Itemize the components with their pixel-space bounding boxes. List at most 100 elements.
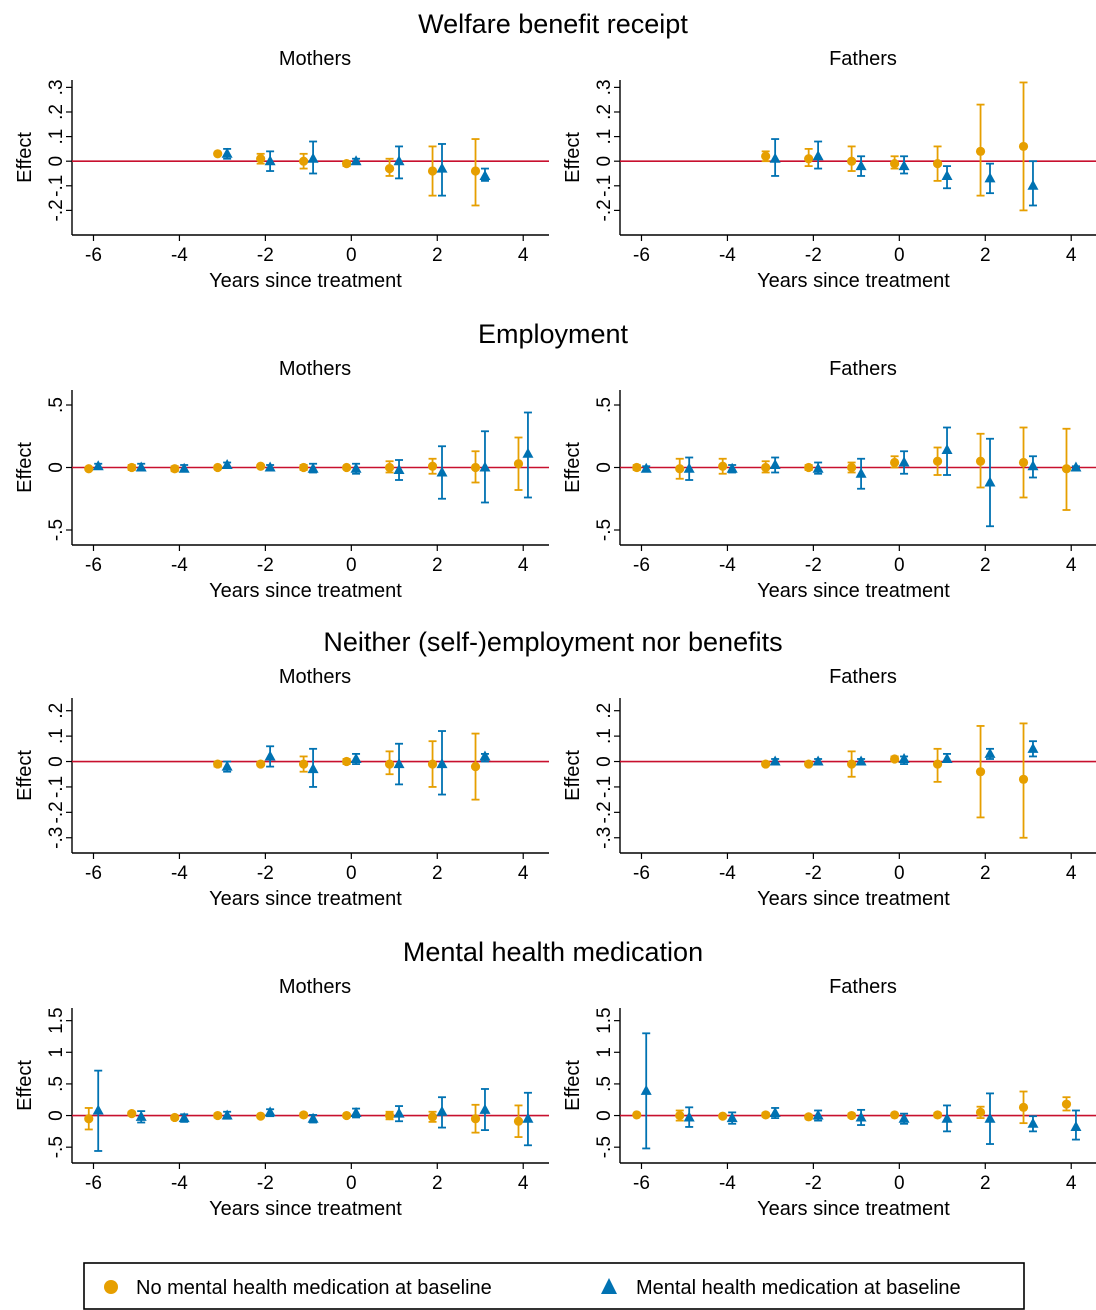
point-med <box>941 444 953 454</box>
point-med <box>522 1112 534 1123</box>
point-med <box>135 461 147 472</box>
x-tick-label: -6 <box>633 1173 650 1194</box>
series-no-med <box>761 722 1029 839</box>
y-tick-label: .5 <box>46 397 67 413</box>
point-med <box>683 1111 695 1122</box>
series-med <box>769 138 1039 207</box>
x-tick-label: -4 <box>719 245 736 266</box>
point-no-med <box>932 159 943 169</box>
x-tick-label: -6 <box>633 863 650 884</box>
y-tick-label: 1.5 <box>594 1007 615 1033</box>
x-tick-label: 2 <box>980 245 991 266</box>
y-axis-label: Effect <box>14 750 36 801</box>
point-no-med <box>975 767 986 777</box>
point-no-med <box>761 462 771 473</box>
x-tick-label: 4 <box>1066 555 1077 576</box>
legend-med-label: Mental health medication at baseline <box>636 1277 961 1299</box>
point-med <box>726 462 738 473</box>
x-tick-label: 2 <box>432 863 443 884</box>
y-tick-label: 0 <box>594 462 615 473</box>
point-med <box>640 462 652 473</box>
panel-subtitle: Mothers <box>279 666 351 688</box>
x-axis-label: Years since treatment <box>757 888 950 910</box>
point-med <box>350 462 362 473</box>
x-axis-label: Years since treatment <box>209 888 402 910</box>
point-no-med <box>761 151 771 161</box>
panel: Mothers -6 -4 -2 0 2 4 Years since treatment -.3… <box>14 666 549 910</box>
y-axis-label: Effect <box>562 1060 584 1111</box>
x-tick-label: 0 <box>894 1173 905 1194</box>
y-tick-label: -.5 <box>46 1136 67 1158</box>
point-no-med <box>847 759 857 769</box>
series-med <box>640 426 1082 528</box>
x-tick-label: 4 <box>518 863 529 884</box>
x-tick-label: 0 <box>894 245 905 266</box>
series-no-med <box>761 81 1029 212</box>
y-tick-label: -.1 <box>594 175 615 197</box>
y-tick-label: 0 <box>46 462 67 473</box>
legend-no-med-marker <box>104 1280 118 1294</box>
chart-row: Neither (self-)employment nor benefits Mo… <box>14 627 1096 910</box>
x-tick-label: -6 <box>85 245 102 266</box>
panel-subtitle: Fathers <box>829 666 897 688</box>
series-no-med <box>632 1090 1072 1125</box>
y-axis-label: Effect <box>14 1060 36 1111</box>
point-med <box>1027 1117 1039 1128</box>
y-axis-label: Effect <box>562 442 584 493</box>
point-med <box>769 459 781 469</box>
point-med <box>812 150 824 161</box>
point-med <box>984 172 996 183</box>
point-med <box>92 1104 104 1115</box>
point-med <box>984 747 996 758</box>
point-med <box>350 155 362 166</box>
panel: Mothers -6 -4 -2 0 2 4 Years since treatment -.5… <box>14 358 549 602</box>
panel: Mothers -6 -4 -2 0 2 4 Years since treatment -.2… <box>14 48 549 292</box>
point-no-med <box>847 156 857 166</box>
point-med <box>393 464 405 474</box>
point-no-med <box>384 1110 395 1121</box>
point-no-med <box>213 759 223 769</box>
point-med <box>812 1109 824 1120</box>
point-med <box>640 1084 652 1095</box>
point-no-med <box>341 756 352 767</box>
y-tick-label: 0 <box>46 156 67 167</box>
x-tick-label: -4 <box>719 555 736 576</box>
y-tick-label: .5 <box>594 1076 615 1092</box>
point-med <box>307 1112 319 1123</box>
point-med <box>436 466 448 477</box>
point-med <box>898 1112 910 1123</box>
point-med <box>898 456 910 467</box>
point-med <box>1070 1120 1082 1131</box>
x-tick-label: -2 <box>805 863 822 884</box>
point-no-med <box>889 159 900 169</box>
x-tick-label: 2 <box>980 863 991 884</box>
y-tick-label: 0 <box>594 156 615 167</box>
x-tick-label: -2 <box>805 555 822 576</box>
point-no-med <box>1061 464 1072 474</box>
panel-subtitle: Fathers <box>829 976 897 998</box>
y-tick-label: -.2 <box>46 801 67 823</box>
point-no-med <box>299 156 309 166</box>
point-no-med <box>1018 457 1029 468</box>
legend: No mental health medication at baseline … <box>83 1262 1025 1310</box>
x-tick-label: -4 <box>719 863 736 884</box>
point-no-med <box>632 1110 642 1120</box>
point-med <box>350 752 362 763</box>
chart-row: Mental health medication Mothers -6 -4 -2 0 2 4… <box>14 937 1096 1220</box>
point-med <box>898 160 910 171</box>
x-tick-label: 2 <box>980 555 991 576</box>
y-tick-label: -.3 <box>46 827 67 849</box>
point-no-med <box>384 462 395 473</box>
chart-title: Welfare benefit receipt <box>418 9 688 39</box>
chart-title: Neither (self-)employment nor benefits <box>323 627 782 657</box>
x-tick-label: -4 <box>171 555 188 576</box>
chart-row: Welfare benefit receipt Mothers -6 -4 -2 0 2 4 Y… <box>14 9 1096 292</box>
x-tick-label: 0 <box>346 1173 357 1194</box>
point-no-med <box>341 1110 352 1121</box>
x-tick-label: -6 <box>85 863 102 884</box>
panel-subtitle: Mothers <box>279 976 351 998</box>
point-no-med <box>470 462 481 473</box>
point-med <box>769 1107 781 1118</box>
point-med <box>1070 461 1082 472</box>
